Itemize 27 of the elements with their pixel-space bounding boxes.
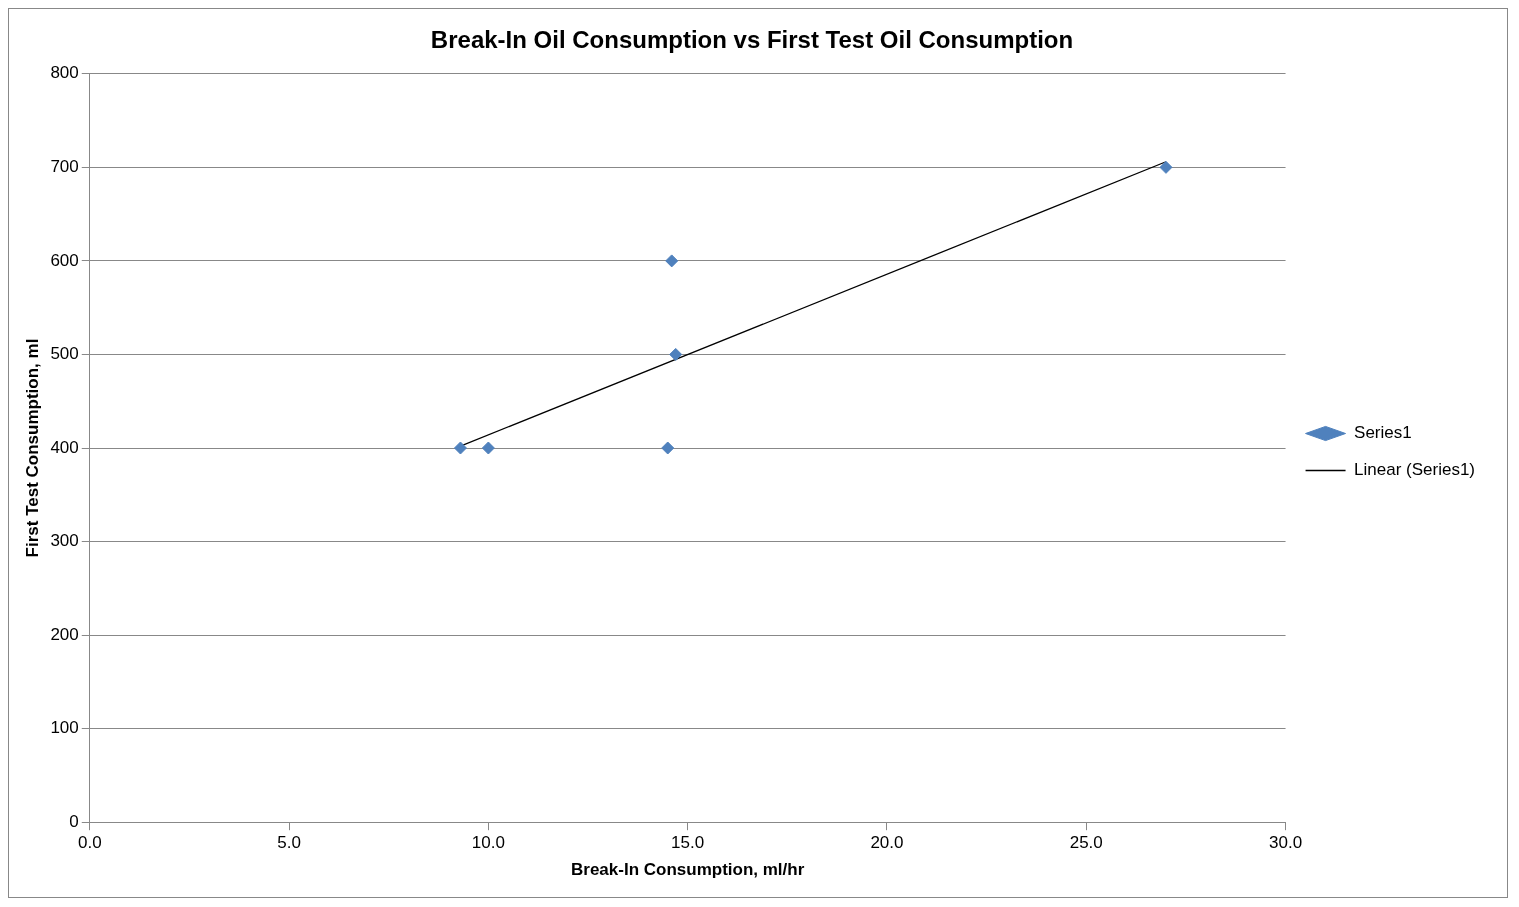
legend-label: Series1: [1354, 423, 1412, 443]
chart-title: Break-In Oil Consumption vs First Test Oil Consumption: [430, 26, 1074, 54]
y-tick-label: 700: [50, 157, 79, 177]
x-tick-label: 30.0: [1269, 833, 1303, 853]
x-tick-label: 5.0: [277, 833, 301, 853]
y-tick-label: 300: [50, 531, 79, 551]
y-axis-title: First Test Consumption, ml: [22, 338, 42, 558]
x-tick-label: 15.0: [671, 833, 705, 853]
point: [669, 347, 683, 361]
y-tick-label: 0: [69, 811, 79, 831]
y-tick-label: 500: [50, 344, 79, 364]
point: [453, 441, 467, 455]
legend-label: Linear (Series1): [1354, 460, 1476, 480]
point: [661, 441, 675, 455]
point: [665, 254, 679, 268]
y-tick-label: 200: [50, 624, 79, 644]
y-tick-label: 400: [50, 437, 79, 457]
point: [481, 441, 495, 455]
point: [1159, 160, 1173, 174]
x-axis-title: Break-In Consumption, ml/hr: [571, 860, 805, 880]
x-tick-label: 25.0: [1069, 833, 1103, 853]
x-tick-label: 20.0: [870, 833, 904, 853]
y-tick-label: 100: [50, 718, 79, 738]
y-tick-label: 800: [50, 63, 79, 83]
x-tick-label: 10.0: [471, 833, 505, 853]
y-tick-label: 600: [50, 250, 79, 270]
x-tick-label: 0.0: [77, 833, 102, 853]
